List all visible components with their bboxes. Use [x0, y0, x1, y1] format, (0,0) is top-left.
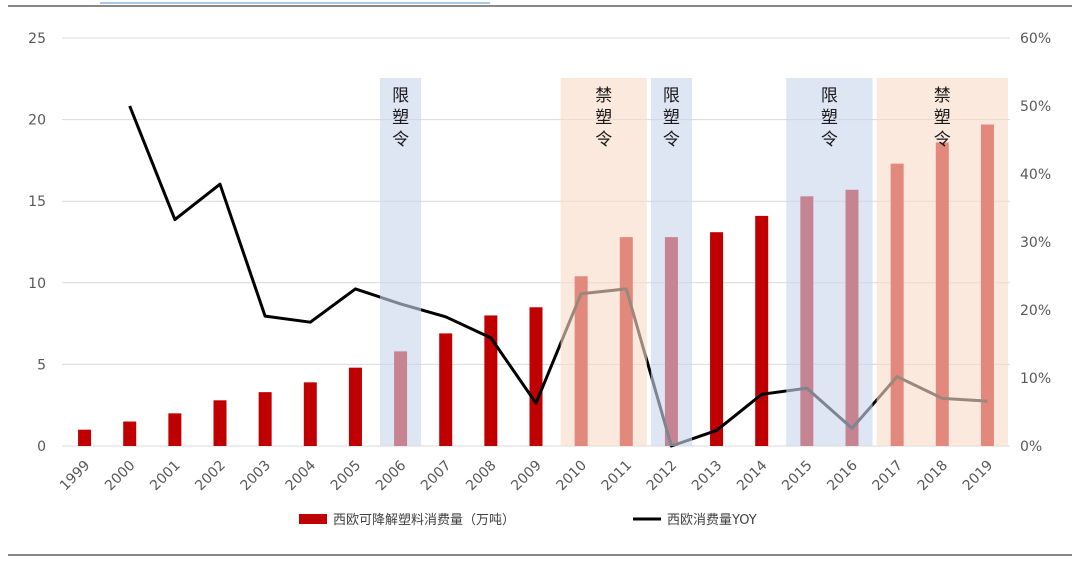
policy-band: [380, 78, 422, 446]
left-axis-tick-label: 15: [28, 194, 46, 210]
x-axis-tick-label: 2013: [689, 458, 726, 495]
right-axis-tick-label: 10%: [1020, 371, 1051, 387]
bar: [484, 315, 498, 446]
policy-band: [650, 78, 692, 446]
x-axis-tick-label: 2002: [192, 458, 229, 495]
x-axis-tick-label: 2010: [553, 458, 590, 495]
bar: [258, 392, 272, 446]
left-axis-tick-label: 20: [28, 113, 46, 129]
policy-band-label: 塑: [934, 108, 951, 128]
right-axis-tick-label: 40%: [1020, 167, 1051, 183]
left-axis-tick-label: 10: [28, 276, 46, 292]
policy-band-label: 令: [663, 130, 680, 150]
bar: [439, 333, 453, 446]
bar: [303, 382, 317, 446]
right-axis-tick-label: 50%: [1020, 99, 1051, 115]
x-axis-tick-label: 2008: [463, 458, 500, 495]
right-axis-tick-label: 60%: [1020, 31, 1051, 47]
bar: [529, 307, 543, 446]
bar: [168, 413, 182, 446]
bar: [123, 421, 137, 446]
right-axis-tick-label: 30%: [1020, 235, 1051, 251]
x-axis-tick-label: 2011: [599, 458, 636, 495]
x-axis-tick-label: 2004: [283, 457, 320, 494]
bar: [213, 400, 227, 446]
policy-band-label: 禁: [934, 86, 951, 106]
x-axis-tick-label: 2016: [824, 457, 861, 494]
policy-band: [786, 78, 873, 446]
bar: [710, 232, 724, 446]
policy-band-label: 令: [821, 130, 838, 150]
left-axis-tick-label: 25: [28, 31, 46, 47]
x-axis-tick-label: 2015: [779, 458, 816, 495]
policy-band-label: 令: [595, 130, 612, 150]
x-axis-tick-label: 2017: [869, 458, 906, 495]
left-axis-tick-label: 0: [37, 439, 46, 455]
policy-band-label: 禁: [595, 86, 612, 106]
policy-band-label: 令: [934, 130, 951, 150]
x-axis-tick-label: 2018: [915, 458, 952, 495]
x-axis-tick-label: 2003: [237, 458, 274, 495]
legend-line-label: 西欧消费量YOY: [667, 513, 757, 528]
x-axis-tick-label: 2006: [373, 457, 410, 494]
right-axis-tick-label: 20%: [1020, 303, 1051, 319]
x-axis-tick-label: 1999: [57, 458, 94, 495]
legend-bar-label: 西欧可降解塑料消费量（万吨）: [333, 513, 515, 528]
policy-band-label: 塑: [392, 108, 409, 128]
policy-band-label: 令: [392, 130, 409, 150]
bar: [78, 429, 92, 446]
bar: [348, 367, 362, 446]
legend-bar-swatch: [299, 514, 327, 524]
policy-band-label: 限: [663, 86, 680, 106]
policy-band: [876, 78, 1008, 446]
policy-band-label: 限: [392, 86, 409, 106]
x-axis-tick-label: 2019: [960, 458, 997, 495]
x-axis-tick-label: 2012: [644, 458, 681, 495]
policy-band-label: 塑: [663, 108, 680, 128]
x-axis-tick-label: 2001: [147, 458, 184, 495]
right-axis-tick-label: 0%: [1020, 439, 1042, 455]
x-axis-tick-label: 2014: [734, 457, 771, 494]
left-axis-tick-label: 5: [37, 357, 46, 373]
policy-band-label: 塑: [821, 108, 838, 128]
policy-band: [560, 78, 647, 446]
x-axis-tick-label: 2000: [102, 458, 139, 495]
x-axis-tick-label: 2007: [418, 458, 455, 495]
x-axis-tick-label: 2009: [508, 458, 545, 495]
policy-band-label: 限: [821, 86, 838, 106]
policy-band-label: 塑: [595, 108, 612, 128]
bar: [755, 215, 769, 446]
x-axis-tick-label: 2005: [328, 458, 365, 495]
